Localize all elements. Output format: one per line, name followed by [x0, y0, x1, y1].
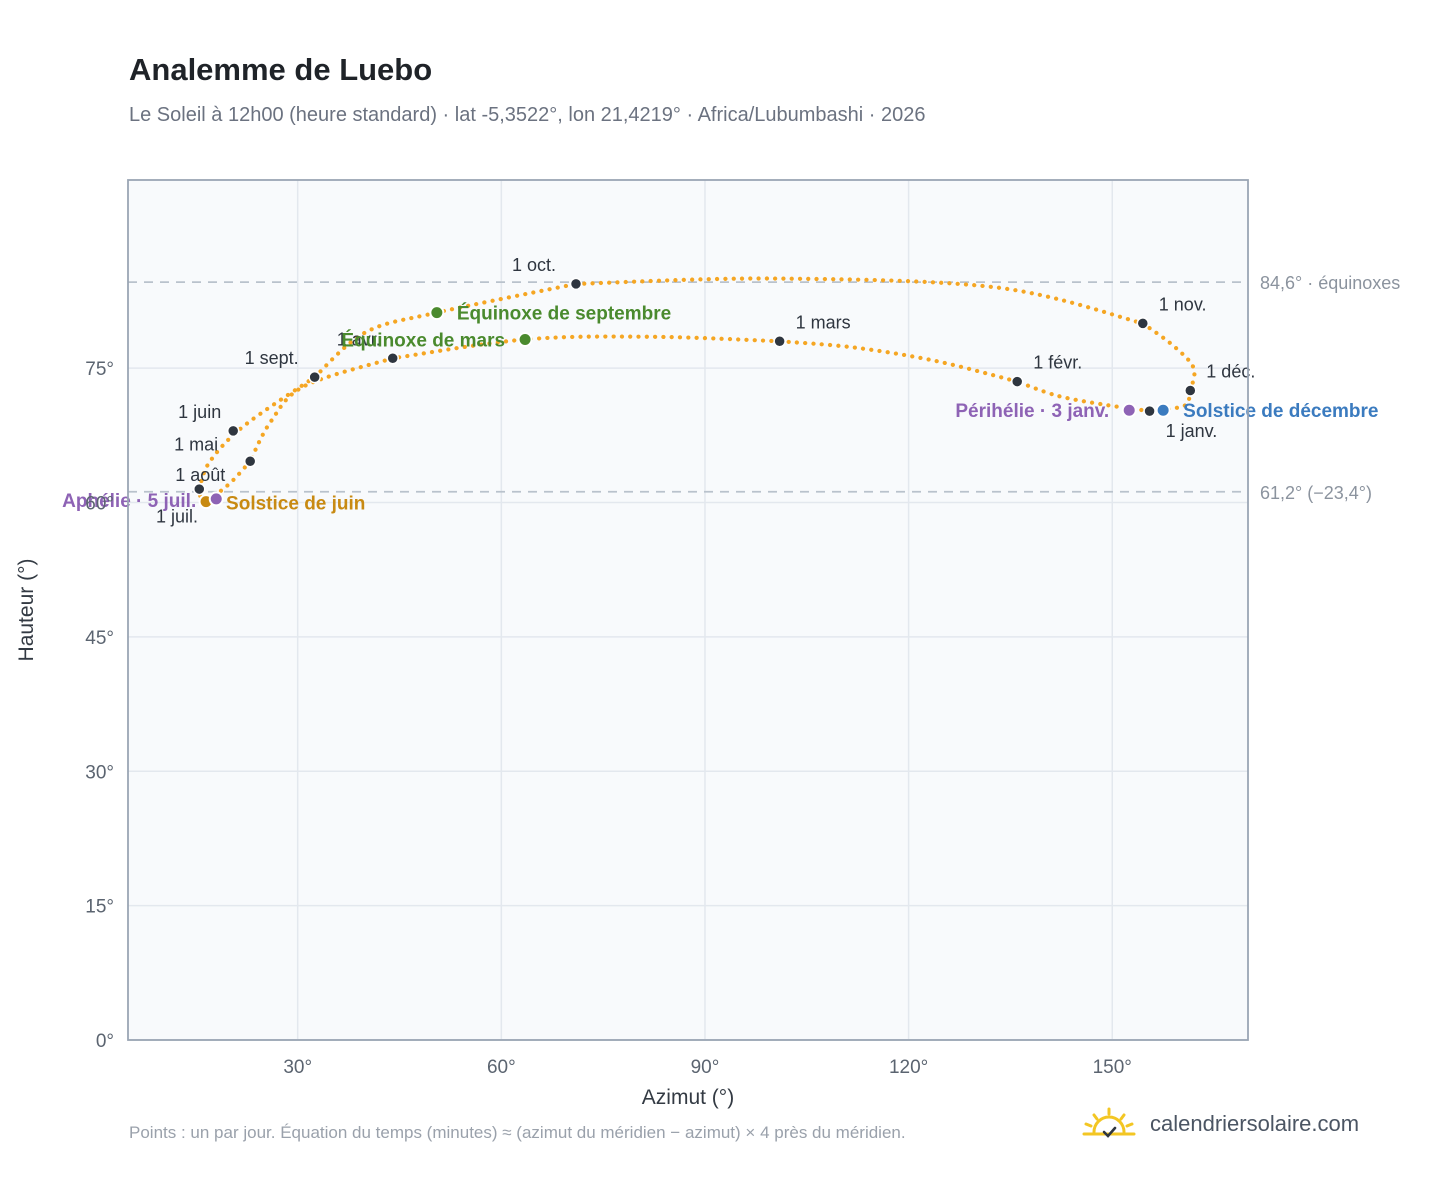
- month-marker: [193, 482, 206, 496]
- chart-title: Analemme de Luebo: [129, 52, 433, 87]
- event-marker: [208, 491, 224, 507]
- x-tick-label: 60°: [487, 1057, 516, 1078]
- event-label: Équinoxe de mars: [341, 329, 505, 351]
- y-tick-label: 15°: [85, 897, 114, 918]
- event-marker: [429, 305, 445, 321]
- month-marker: [386, 352, 399, 365]
- month-marker: [1143, 404, 1156, 418]
- footnote: Points : un par jour. Équation du temps …: [129, 1123, 906, 1142]
- analemma-path-févr.: [777, 339, 1020, 384]
- brand-label: calendriersolaire.com: [1150, 1111, 1360, 1136]
- month-marker-label: 1 mai: [174, 434, 218, 454]
- analemma-path-avr.: [248, 356, 395, 464]
- month-marker-label: 1 juin: [178, 402, 221, 422]
- event-marker: [517, 331, 533, 347]
- month-marker-label: 1 janv.: [1166, 421, 1218, 441]
- y-tick-label: 60°: [85, 494, 114, 515]
- month-marker: [773, 335, 786, 348]
- analemma-path-août: [197, 374, 317, 492]
- x-tick-label: 120°: [889, 1057, 928, 1078]
- analemma-path-janv.: [1015, 379, 1152, 414]
- event-label: Équinoxe de septembre: [457, 303, 671, 325]
- y-tick-label: 75°: [85, 359, 114, 380]
- month-marker-label: 1 déc.: [1206, 362, 1255, 382]
- event-marker: [1121, 402, 1137, 418]
- month-marker: [1010, 375, 1024, 388]
- x-axis-label: Azimut (°): [642, 1086, 734, 1109]
- event-label: Périhélie · 3 janv.: [955, 401, 1109, 422]
- x-tick-label: 150°: [1093, 1057, 1132, 1078]
- month-marker-label: 1 nov.: [1159, 294, 1207, 314]
- analemma-path-nov.: [1140, 321, 1197, 393]
- month-marker: [569, 277, 583, 291]
- month-marker: [243, 455, 257, 468]
- event-label: Aphélie · 5 juil.: [62, 491, 196, 512]
- y-tick-label: 30°: [85, 762, 114, 783]
- month-marker-label: 1 avr.: [337, 329, 381, 349]
- plot-frame: [127, 179, 1249, 1041]
- chart-subtitle: Le Soleil à 12h00 (heure standard) · lat…: [129, 104, 926, 126]
- event-label: Solstice de juin: [226, 494, 365, 515]
- month-marker: [226, 424, 240, 438]
- event-marker: [1155, 402, 1171, 418]
- month-marker-label: 1 févr.: [1033, 353, 1082, 373]
- event-label: Solstice de décembre: [1183, 401, 1378, 422]
- month-marker: [1184, 384, 1197, 397]
- month-marker-label: 1 sept.: [245, 348, 299, 368]
- brand[interactable]: calendriersolaire.com: [1082, 1104, 1359, 1144]
- x-tick-label: 30°: [283, 1057, 312, 1078]
- month-marker-label: 1 août: [175, 465, 225, 485]
- month-marker-label: 1 juil.: [156, 507, 198, 527]
- sun-logo-icon: [1082, 1107, 1136, 1138]
- month-marker: [308, 370, 321, 384]
- y-tick-label: 0°: [96, 1031, 114, 1052]
- plot-area: [128, 180, 1248, 1040]
- month-marker: [1136, 317, 1150, 330]
- month-marker-label: 1 oct.: [512, 255, 556, 275]
- analemma-path-sept.: [312, 281, 579, 380]
- month-marker-label: 1 mars: [796, 312, 851, 332]
- reference-line-label: 84,6° · équinoxes: [1260, 273, 1400, 293]
- reference-line-label: 61,2° (−23,4°): [1260, 483, 1372, 503]
- y-axis-label: Hauteur (°): [15, 559, 38, 662]
- analemma-path-mars: [390, 334, 782, 361]
- y-tick-label: 45°: [85, 628, 114, 649]
- x-tick-label: 90°: [691, 1057, 720, 1078]
